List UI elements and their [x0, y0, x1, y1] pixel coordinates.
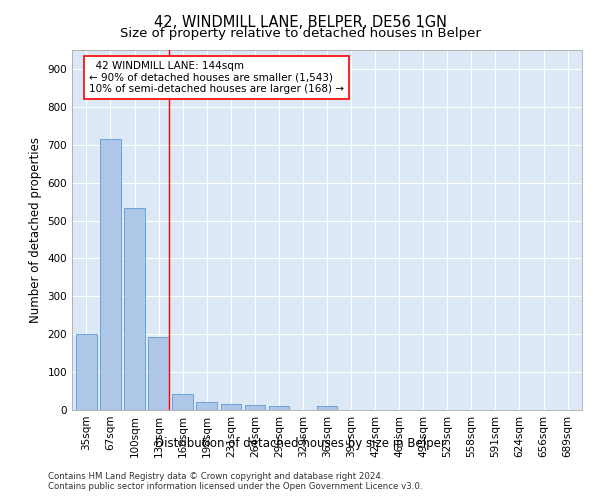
Text: Distribution of detached houses by size in Belper: Distribution of detached houses by size … [155, 437, 445, 450]
Text: Contains HM Land Registry data © Crown copyright and database right 2024.: Contains HM Land Registry data © Crown c… [48, 472, 383, 481]
Y-axis label: Number of detached properties: Number of detached properties [29, 137, 42, 323]
Text: 42 WINDMILL LANE: 144sqm  
← 90% of detached houses are smaller (1,543)
10% of s: 42 WINDMILL LANE: 144sqm ← 90% of detach… [89, 61, 344, 94]
Bar [269, 406, 289, 410]
Bar [148, 337, 169, 410]
Bar [124, 208, 145, 410]
Bar [221, 404, 241, 410]
Text: Size of property relative to detached houses in Belper: Size of property relative to detached ho… [119, 28, 481, 40]
Bar [196, 402, 217, 410]
Bar [317, 406, 337, 410]
Text: Contains public sector information licensed under the Open Government Licence v3: Contains public sector information licen… [48, 482, 422, 491]
Bar [100, 140, 121, 410]
Bar [76, 334, 97, 410]
Bar [245, 405, 265, 410]
Text: 42, WINDMILL LANE, BELPER, DE56 1GN: 42, WINDMILL LANE, BELPER, DE56 1GN [154, 15, 446, 30]
Bar [172, 394, 193, 410]
